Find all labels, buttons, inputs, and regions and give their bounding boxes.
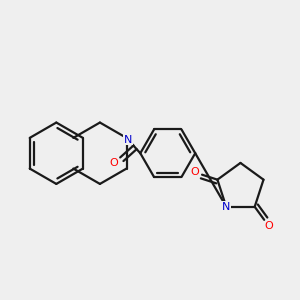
- Text: O: O: [110, 158, 118, 168]
- Text: N: N: [124, 134, 132, 145]
- Text: O: O: [190, 167, 199, 177]
- Text: O: O: [265, 221, 273, 231]
- Text: N: N: [222, 202, 230, 212]
